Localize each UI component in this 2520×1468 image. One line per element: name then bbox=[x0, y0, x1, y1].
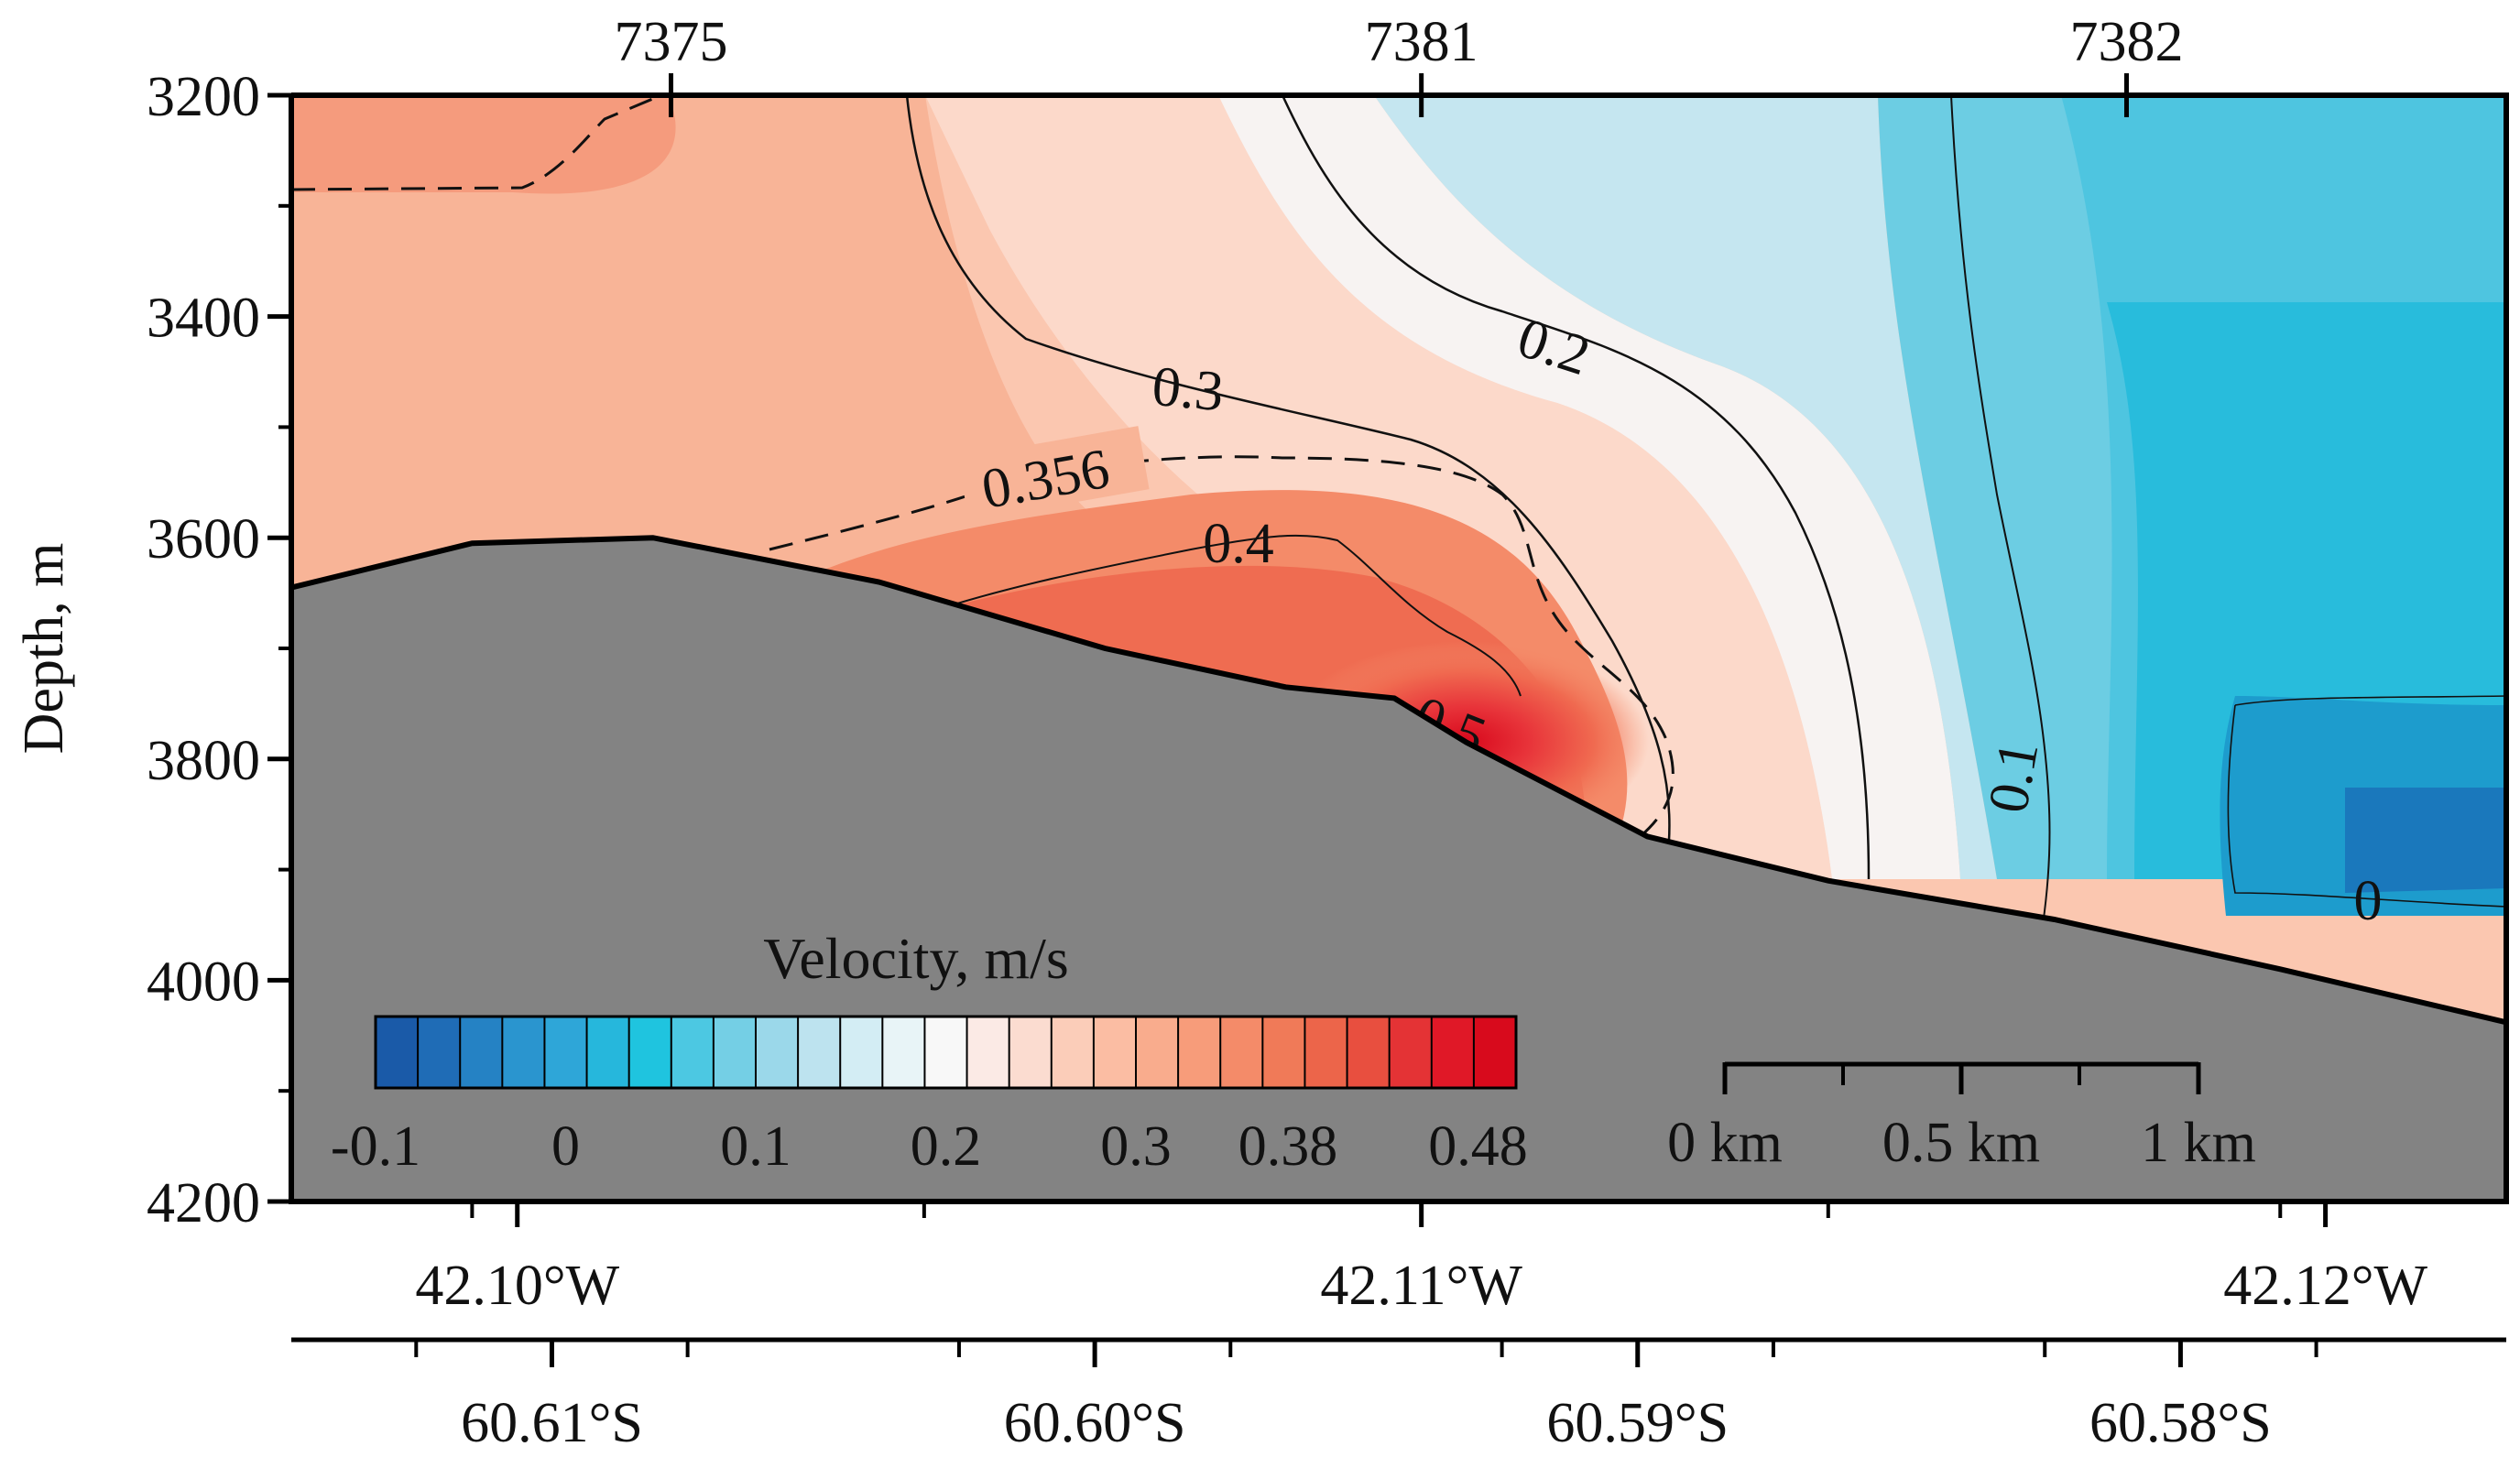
colorbar-swatch bbox=[627, 1016, 673, 1089]
colorbar-title: Velocity, m/s bbox=[763, 926, 1069, 991]
y-tick-label: 3600 bbox=[147, 508, 260, 571]
colorbar-swatch bbox=[543, 1016, 589, 1089]
colorbar-swatch bbox=[375, 1016, 420, 1089]
colorbar-swatch bbox=[797, 1016, 842, 1089]
contour-lines bbox=[291, 95, 2506, 926]
colorbar-tick-label: 0.48 bbox=[1428, 1115, 1528, 1178]
scale-bar-label: 0 km bbox=[1667, 1112, 1783, 1174]
station-axis: 7375 7381 7382 bbox=[615, 11, 2183, 117]
colorbar-swatch bbox=[459, 1016, 504, 1089]
lon-tick-label: 42.11°W bbox=[1320, 1255, 1522, 1317]
colorbar-swatch bbox=[1304, 1016, 1349, 1089]
colorbar-swatch bbox=[1388, 1016, 1434, 1089]
colorbar: Velocity, m/s -0.1 0 0.1 0.2 0.3 0.38 0.48 bbox=[331, 926, 1528, 1178]
colorbar-tick-label: 0.3 bbox=[1100, 1115, 1172, 1178]
y-tick-label: 3800 bbox=[147, 730, 260, 792]
lat-tick-label: 60.60°S bbox=[1004, 1392, 1186, 1454]
colorbar-swatch bbox=[839, 1016, 884, 1089]
y-axis: 3200 3400 3600 3800 4000 4200 bbox=[147, 66, 291, 1234]
colorbar-swatch bbox=[1346, 1016, 1391, 1089]
y-tick-label: 3400 bbox=[147, 288, 260, 350]
y-axis-label: Depth, m bbox=[13, 543, 75, 755]
colorbar-swatch bbox=[965, 1016, 1011, 1089]
contour-0.356 bbox=[769, 455, 1675, 854]
colorbar-swatch bbox=[501, 1016, 546, 1089]
station-label: 7375 bbox=[615, 11, 728, 73]
seafloor-line bbox=[291, 535, 2506, 1026]
colorbar-tick-label: 0 bbox=[551, 1115, 580, 1178]
contour-0.2 bbox=[1281, 95, 1871, 880]
contour-label-0.3: 0.3 bbox=[1150, 355, 1226, 423]
station-label: 7381 bbox=[1365, 11, 1478, 73]
colorbar-swatch bbox=[1050, 1016, 1096, 1089]
lat-tick-label: 60.59°S bbox=[1546, 1392, 1729, 1454]
colorbar-swatch bbox=[1135, 1016, 1180, 1089]
colorbar-swatch bbox=[712, 1016, 758, 1089]
latitude-axis: 60.61°S 60.60°S 60.59°S 60.58°S bbox=[414, 1340, 2318, 1454]
colorbar-swatch bbox=[1472, 1016, 1518, 1089]
contour-0.4 bbox=[924, 534, 1522, 697]
colorbar-swatch bbox=[755, 1016, 800, 1089]
y-tick-label: 4200 bbox=[147, 1172, 260, 1234]
contour-label-0: 0 bbox=[2354, 870, 2383, 932]
lat-tick-label: 60.61°S bbox=[461, 1392, 643, 1454]
colorbar-tick-label: 0.2 bbox=[911, 1115, 982, 1178]
lon-tick-label: 42.10°W bbox=[415, 1255, 619, 1317]
colorbar-swatch bbox=[670, 1016, 715, 1089]
scale-bar-label: 1 km bbox=[2141, 1112, 2256, 1174]
contour-label-0.4: 0.4 bbox=[1203, 513, 1274, 575]
lon-tick-label: 42.12°W bbox=[2223, 1255, 2427, 1317]
contour-0-upper bbox=[2234, 695, 2506, 706]
colorbar-swatch bbox=[585, 1016, 631, 1089]
longitude-axis: 42.10°W 42.11°W 42.12°W bbox=[415, 1202, 2428, 1317]
y-tick-label: 3200 bbox=[147, 66, 260, 128]
contour-label-0.1: 0.1 bbox=[1977, 736, 2050, 817]
colorbar-swatch bbox=[881, 1016, 926, 1089]
colorbar-tick-label: 0.38 bbox=[1238, 1115, 1338, 1178]
station-label: 7382 bbox=[2069, 11, 2183, 73]
colorbar-swatch bbox=[1430, 1016, 1476, 1089]
contour-0 bbox=[2227, 704, 2506, 908]
y-tick-label: 4000 bbox=[147, 951, 260, 1013]
scale-bar-label: 0.5 km bbox=[1882, 1112, 2040, 1174]
contour-0.356-upper bbox=[291, 95, 662, 191]
colorbar-swatch bbox=[1008, 1016, 1053, 1089]
colorbar-swatch bbox=[1219, 1016, 1264, 1089]
colorbar-swatch bbox=[1092, 1016, 1138, 1089]
colorbar-swatch bbox=[923, 1016, 969, 1089]
colorbar-tick-label: -0.1 bbox=[331, 1115, 420, 1178]
colorbar-swatch bbox=[1177, 1016, 1222, 1089]
plot-frame bbox=[289, 92, 2509, 1204]
lat-tick-label: 60.58°S bbox=[2089, 1392, 2272, 1454]
colorbar-swatch bbox=[417, 1016, 462, 1089]
contour-0.1 bbox=[1950, 95, 2051, 926]
colorbar-frame bbox=[374, 1015, 1518, 1090]
scale-bar: 0 km 0.5 km 1 km bbox=[1667, 1061, 2256, 1174]
colorbar-swatch bbox=[1261, 1016, 1306, 1089]
colorbar-tick-label: 0.1 bbox=[720, 1115, 791, 1178]
